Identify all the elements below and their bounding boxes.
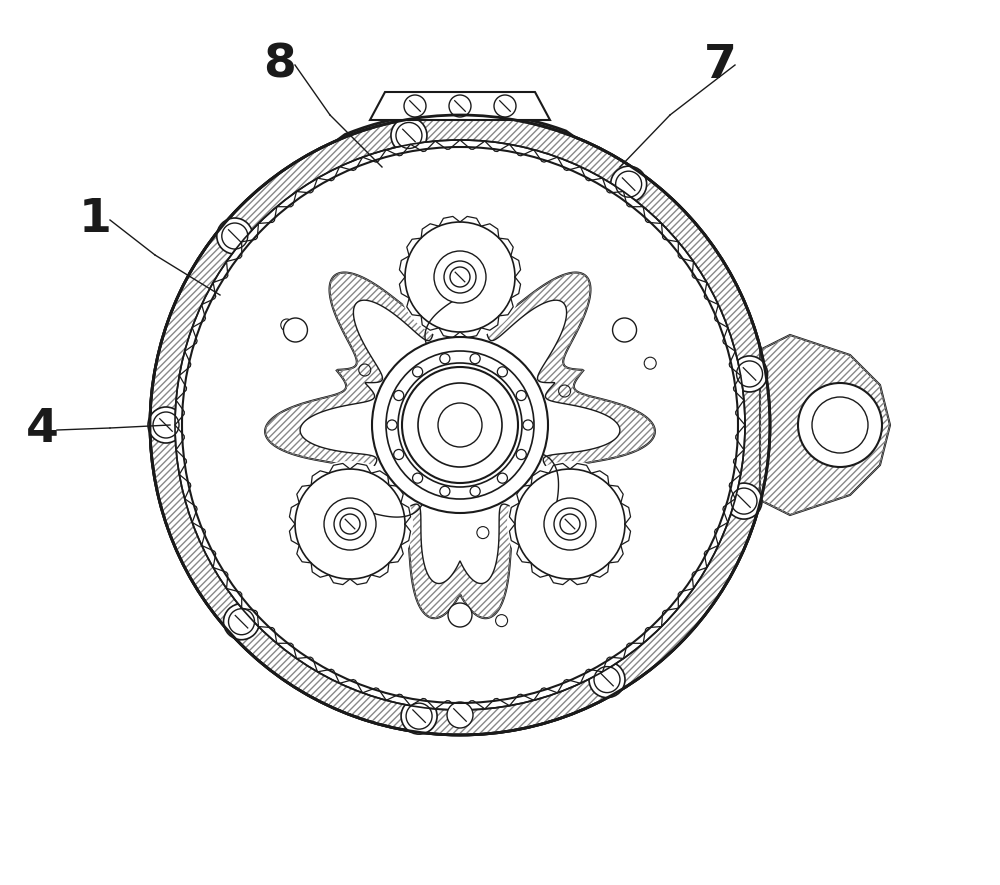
Circle shape — [449, 95, 471, 117]
Circle shape — [287, 461, 413, 587]
Circle shape — [516, 390, 526, 401]
Circle shape — [340, 514, 360, 534]
Circle shape — [507, 461, 633, 587]
Circle shape — [182, 147, 738, 703]
Circle shape — [440, 486, 450, 496]
Circle shape — [737, 361, 763, 387]
Polygon shape — [370, 92, 550, 120]
Circle shape — [394, 450, 404, 459]
Circle shape — [616, 171, 642, 197]
Circle shape — [148, 407, 184, 443]
Circle shape — [396, 122, 422, 149]
Circle shape — [217, 218, 253, 254]
Circle shape — [153, 412, 179, 438]
Circle shape — [448, 603, 472, 627]
Circle shape — [731, 489, 757, 514]
Circle shape — [440, 354, 450, 364]
Circle shape — [494, 95, 516, 117]
Circle shape — [497, 473, 507, 483]
Circle shape — [516, 450, 526, 459]
Polygon shape — [265, 230, 655, 619]
Circle shape — [732, 356, 768, 392]
Circle shape — [324, 498, 376, 550]
Circle shape — [613, 318, 637, 342]
Circle shape — [447, 702, 473, 728]
Circle shape — [497, 366, 507, 377]
Circle shape — [594, 666, 620, 693]
Circle shape — [404, 95, 426, 117]
Text: 8: 8 — [264, 42, 296, 88]
Circle shape — [589, 662, 625, 697]
Polygon shape — [300, 265, 620, 583]
Circle shape — [224, 604, 260, 640]
Circle shape — [413, 366, 423, 377]
Circle shape — [182, 147, 738, 703]
Circle shape — [611, 166, 647, 202]
Circle shape — [229, 609, 255, 635]
Polygon shape — [150, 112, 770, 735]
Circle shape — [397, 214, 523, 340]
Circle shape — [402, 367, 518, 483]
Circle shape — [401, 698, 437, 735]
Circle shape — [560, 514, 580, 534]
Circle shape — [413, 473, 423, 483]
Circle shape — [470, 486, 480, 496]
Text: 7: 7 — [704, 42, 736, 88]
Circle shape — [470, 354, 480, 364]
Circle shape — [394, 390, 404, 401]
Circle shape — [406, 704, 432, 729]
Circle shape — [387, 420, 397, 430]
Polygon shape — [760, 335, 890, 515]
Circle shape — [523, 420, 533, 430]
Circle shape — [175, 140, 745, 710]
Circle shape — [726, 483, 762, 519]
Circle shape — [544, 498, 596, 550]
Circle shape — [372, 337, 548, 513]
Circle shape — [283, 318, 307, 342]
Circle shape — [222, 223, 248, 249]
Circle shape — [391, 118, 427, 153]
Circle shape — [434, 251, 486, 303]
Text: 1: 1 — [79, 197, 111, 242]
Text: 4: 4 — [26, 407, 58, 452]
Circle shape — [798, 383, 882, 467]
Circle shape — [450, 267, 470, 287]
